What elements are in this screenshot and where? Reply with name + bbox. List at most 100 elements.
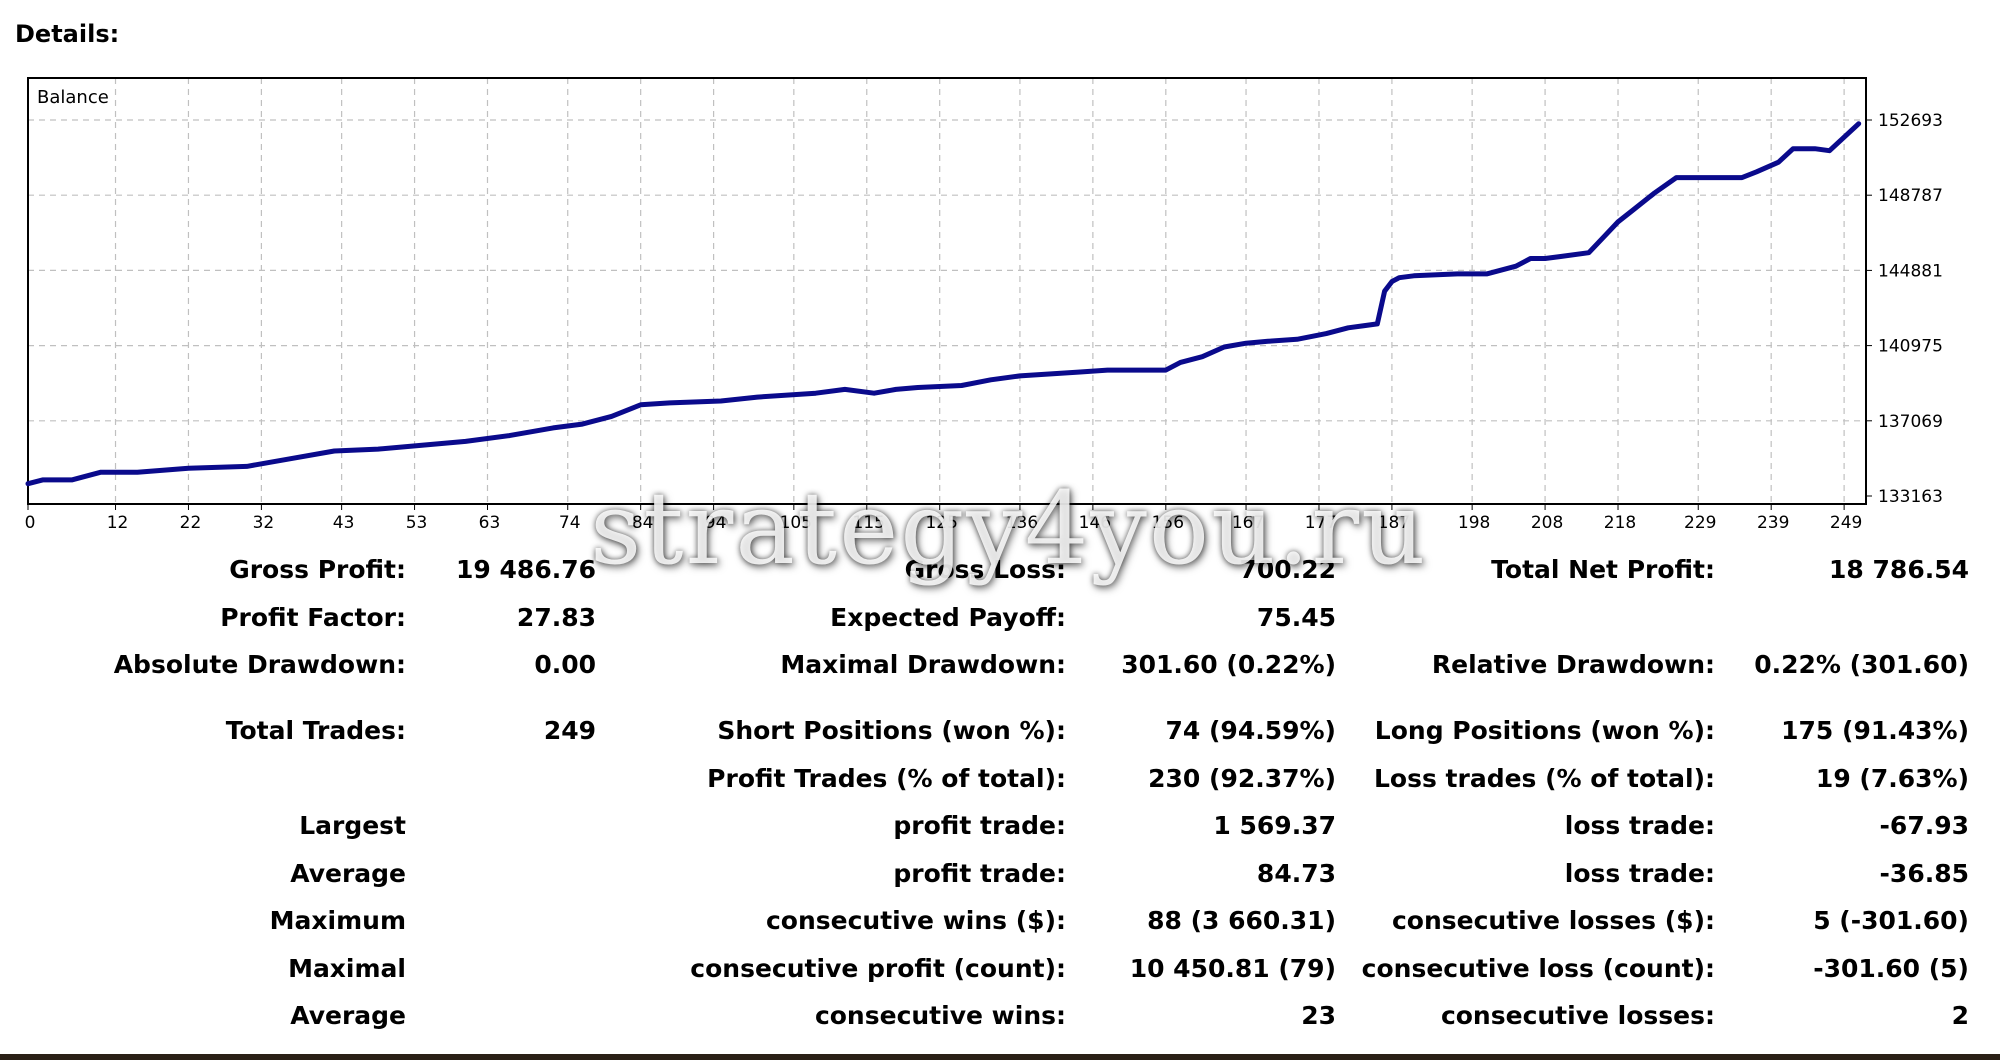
stats-value-3: 175 (91.43%)	[1781, 716, 1969, 745]
stats-row: Gross Profit: 19 486.76 Gross Loss: 700.22 T…	[0, 555, 2000, 591]
stats-row: Average profit trade: 84.73 loss trade: -36.…	[0, 859, 2000, 895]
stats-label-3: Long Positions (won %):	[1374, 716, 1715, 745]
stats-row: Absolute Drawdown: 0.00 Maximal Drawdown: 3…	[0, 650, 2000, 686]
stats-label-1: Maximum	[269, 906, 406, 935]
stats-label-1: Total Trades:	[225, 716, 406, 745]
x-tick-label: 198	[1458, 513, 1490, 533]
x-tick-label: 136	[1006, 513, 1038, 533]
stats-label-2: Profit Trades (% of total):	[707, 764, 1066, 793]
stats-label-1: Absolute Drawdown:	[113, 650, 406, 679]
stats-row: Largest profit trade: 1 569.37 loss trade: -…	[0, 811, 2000, 847]
x-tick-label: 239	[1757, 513, 1789, 533]
stats-value-2: 88 (3 660.31)	[1147, 906, 1336, 935]
y-tick-label: 144881	[1878, 261, 1943, 281]
plot-frame	[27, 77, 1867, 505]
stats-label-2: profit trade:	[893, 859, 1066, 888]
stats-value-3: 18 786.54	[1829, 555, 1969, 584]
x-tick-label: 229	[1684, 513, 1716, 533]
stats-row: Average consecutive wins: 23 consecutive lo…	[0, 1001, 2000, 1037]
stats-value-2: 700.22	[1239, 555, 1336, 584]
x-tick-label: 146	[1079, 513, 1111, 533]
stats-label-3: consecutive loss (count):	[1361, 954, 1715, 983]
x-axis-ticks: 0 12 22 32 43 53 63 74 84 94 105 115 125 136 146 156 167…	[25, 504, 1862, 533]
stats-value-3: 19 (7.63%)	[1815, 764, 1969, 793]
stats-row: Total Trades: 249 Short Positions (won %):…	[0, 716, 2000, 752]
stats-label-1: Gross Profit:	[229, 555, 406, 584]
stats-value-2: 74 (94.59%)	[1165, 716, 1336, 745]
stats-value-3: -36.85	[1879, 859, 1969, 888]
x-tick-label: 187	[1378, 513, 1410, 533]
stats-label-1: Profit Factor:	[220, 603, 406, 632]
balance-line	[25, 121, 1862, 487]
x-tick-label: 0	[25, 513, 36, 533]
x-tick-label: 53	[406, 513, 428, 533]
x-tick-label: 249	[1830, 513, 1862, 533]
stats-label-3: Relative Drawdown:	[1431, 650, 1715, 679]
stats-value-1: 0.00	[534, 650, 596, 679]
x-tick-label: 94	[705, 513, 727, 533]
y-tick-label: 133163	[1878, 487, 1943, 507]
x-tick-label: 125	[925, 513, 957, 533]
stats-row: Maximum consecutive wins ($): 88 (3 660.31…	[0, 906, 2000, 942]
stats-value-3: -67.93	[1879, 811, 1969, 840]
stats-value-3: 5 (-301.60)	[1813, 906, 1969, 935]
stats-label-3: Loss trades (% of total):	[1373, 764, 1715, 793]
y-tick-label: 148787	[1878, 186, 1943, 206]
stats-value-3: -301.60 (5)	[1813, 954, 1969, 983]
stats-value-1: 27.83	[516, 603, 596, 632]
stats-label-3: Total Net Profit:	[1491, 555, 1715, 584]
stats-row: Profit Factor: 27.83 Expected Payoff: 75.45	[0, 603, 2000, 639]
x-tick-label: 74	[559, 513, 581, 533]
x-tick-label: 12	[107, 513, 129, 533]
x-tick-label: 208	[1531, 513, 1563, 533]
stats-label-3: loss trade:	[1564, 811, 1715, 840]
x-tick-label: 22	[180, 513, 202, 533]
stats-value-2: 301.60 (0.22%)	[1121, 650, 1336, 679]
stats-value-1: 249	[543, 716, 596, 745]
stats-label-2: consecutive wins:	[814, 1001, 1066, 1030]
stats-label-3: loss trade:	[1564, 859, 1715, 888]
stats-label-2: consecutive profit (count):	[690, 954, 1066, 983]
stats-label-1: Maximal	[288, 954, 406, 983]
y-tick-label: 137069	[1878, 412, 1943, 432]
stats-label-3: consecutive losses:	[1440, 1001, 1715, 1030]
stats-row: Profit Trades (% of total): 230 (92.37%) L…	[0, 764, 2000, 800]
stats-value-2: 23	[1301, 1001, 1336, 1030]
y-tick-label: 140975	[1878, 337, 1943, 357]
bottom-strip	[0, 1054, 2000, 1060]
balance-chart: Balance 0 12 22 32 43 53 63 74 84 94 105 115 125 136 1…	[25, 77, 1943, 533]
x-tick-label: 105	[780, 513, 812, 533]
stats-value-3: 2	[1951, 1001, 1969, 1030]
page-title: Details:	[15, 20, 120, 48]
y-tick-label: 152693	[1878, 111, 1943, 131]
chart-grid	[28, 78, 1866, 504]
stats-label-1: Largest	[299, 811, 406, 840]
stats-label-1: Average	[290, 1001, 406, 1030]
stats-value-3: 0.22% (301.60)	[1754, 650, 1969, 679]
stats-value-2: 10 450.81 (79)	[1129, 954, 1336, 983]
stats-label-3: consecutive losses ($):	[1391, 906, 1715, 935]
stats-value-2: 84.73	[1256, 859, 1336, 888]
stats-value-2: 230 (92.37%)	[1148, 764, 1336, 793]
y-axis-ticks: 152693 148787 144881 140975 137069 133163	[1866, 111, 1943, 507]
x-tick-label: 156	[1152, 513, 1184, 533]
stats-label-1: Average	[290, 859, 406, 888]
x-tick-label: 32	[253, 513, 275, 533]
x-tick-label: 43	[333, 513, 355, 533]
x-tick-label: 84	[632, 513, 654, 533]
x-tick-label: 63	[479, 513, 501, 533]
stats-label-2: consecutive wins ($):	[765, 906, 1066, 935]
x-tick-label: 177	[1305, 513, 1337, 533]
stats-label-2: Maximal Drawdown:	[780, 650, 1066, 679]
x-tick-label: 115	[853, 513, 885, 533]
stats-label-2: Short Positions (won %):	[717, 716, 1066, 745]
stats-value-2: 1 569.37	[1213, 811, 1336, 840]
stats-value-2: 75.45	[1256, 603, 1336, 632]
x-tick-label: 167	[1232, 513, 1264, 533]
stats-label-2: Expected Payoff:	[830, 603, 1066, 632]
stats-row: Maximal consecutive profit (count): 10 450…	[0, 954, 2000, 990]
stats-label-2: profit trade:	[893, 811, 1066, 840]
stats-value-1: 19 486.76	[456, 555, 596, 584]
stats-label-2: Gross Loss:	[904, 555, 1066, 584]
x-tick-label: 218	[1604, 513, 1636, 533]
